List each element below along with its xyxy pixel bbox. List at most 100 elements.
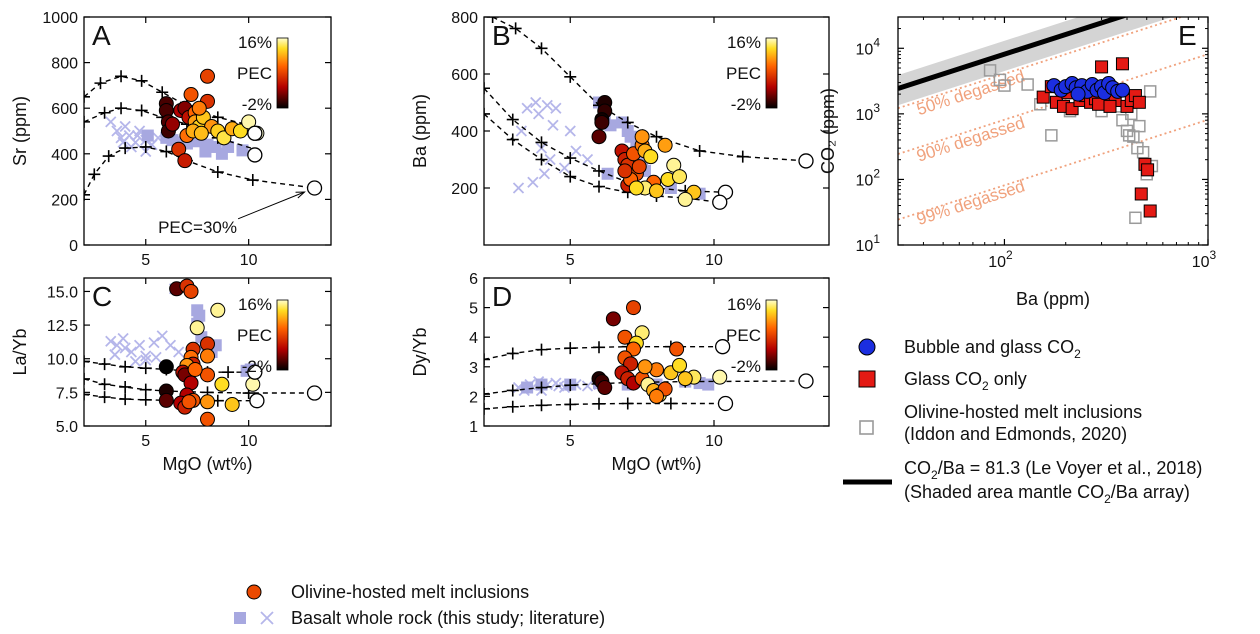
degassing-line: [898, 53, 1208, 155]
glass-only-point: [1132, 95, 1146, 109]
model-end-point: [247, 147, 263, 163]
inclusion-point: [677, 191, 693, 207]
legend-entry-circle: Bubble and glass CO2: [858, 337, 1081, 361]
legend-entry-square: Glass CO2 only: [858, 369, 1027, 393]
inclusion-point: [193, 125, 209, 141]
y-tick-label: 400: [451, 124, 478, 141]
y-tick-label: 12.5: [47, 318, 78, 335]
literature-point: [581, 380, 594, 392]
mantle-co2-ba-array: [898, 17, 1173, 106]
y-tick-label: 101: [856, 232, 881, 255]
pec-colorbar: [276, 299, 289, 371]
model-step-marker: [535, 136, 548, 149]
model-step-marker: [535, 343, 548, 356]
y-tick-label: 800: [451, 10, 478, 27]
annotation-arrow-head: [295, 191, 306, 199]
literature-point: [117, 136, 129, 149]
iddon-edmonds-point: [1045, 129, 1058, 142]
literature-point: [148, 336, 160, 349]
inclusion-point: [183, 283, 199, 299]
legend-entry-wholerock: Basalt whole rock (this study; literatur…: [234, 608, 605, 628]
inclusion-point: [631, 159, 647, 175]
iddon-edmonds-point: [1133, 119, 1146, 133]
x-axis-label: Ba (ppm): [1016, 289, 1090, 309]
model-step-marker: [484, 388, 490, 401]
legend-label: Glass CO2 only: [904, 369, 1027, 393]
model-step-marker: [506, 400, 519, 413]
model-step-marker: [484, 82, 490, 95]
model-curve: [492, 17, 807, 162]
model-step-marker: [484, 107, 490, 120]
literature-point: [140, 354, 152, 366]
model-step-marker: [102, 150, 115, 163]
y-tick-label: 103: [856, 101, 881, 124]
colorbar-top-label: 16%: [238, 295, 272, 314]
model-end-point: [717, 395, 734, 412]
model-step-marker: [84, 188, 90, 201]
literature-point: [131, 129, 144, 142]
model-end-point: [798, 153, 814, 169]
colorbar-bottom-label: -2%: [731, 357, 761, 376]
legend-label: Bubble and glass CO2: [904, 337, 1081, 361]
literature-point: [530, 96, 542, 109]
degassing-line: [898, 118, 1208, 221]
legend-entry-line: CO2/Ba = 81.3 (Le Voyer et al., 2018)(Sh…: [843, 458, 1202, 506]
inclusion-point: [183, 87, 199, 103]
literature-point: [156, 330, 168, 342]
literature-point: [544, 153, 556, 166]
y-axis-label: Ba (ppm): [410, 94, 430, 168]
glass-only-point: [1115, 57, 1129, 71]
literature-point: [105, 116, 117, 128]
y-tick-label: 0: [69, 238, 78, 255]
inclusion-point: [171, 141, 187, 157]
colorbar-bottom-label: -2%: [242, 95, 272, 114]
model-step-marker: [564, 342, 577, 355]
y-tick-label: 2: [469, 389, 478, 406]
model-step-marker: [156, 86, 169, 99]
y-tick-label: 600: [451, 67, 478, 84]
legend-label: Basalt whole rock (this study; literatur…: [291, 608, 605, 628]
inclusion-point: [669, 341, 685, 357]
model-step-marker: [119, 380, 132, 393]
model-step-marker: [535, 399, 548, 412]
y-tick-label: 4: [469, 330, 478, 347]
model-step-marker: [509, 22, 522, 35]
model-step-marker: [506, 347, 519, 360]
legend-marker: [246, 584, 262, 600]
glass-only-point: [1143, 204, 1157, 218]
model-step-marker: [98, 391, 111, 404]
inclusion-point: [628, 180, 644, 196]
model-step-marker: [506, 384, 519, 397]
y-tick-label: 600: [51, 101, 78, 118]
whole-rock-point: [236, 144, 249, 157]
legend-label: Olivine-hosted melt inclusions: [291, 582, 529, 602]
y-tick-label: 6: [469, 271, 478, 288]
model-step-marker: [664, 397, 677, 410]
literature-point: [547, 119, 559, 131]
colorbar-bottom-label: -2%: [242, 357, 272, 376]
pec-annotation: PEC=30%: [158, 218, 237, 237]
colorbar-label: PEC: [726, 326, 761, 345]
model-step-marker: [593, 180, 605, 193]
inclusion-point: [637, 359, 653, 375]
model-step-marker: [160, 145, 173, 158]
literature-point: [515, 125, 528, 137]
model-step-marker: [119, 142, 132, 155]
panel-a: 5 10 0 200 400 600 800 1000 Sr (ppm) A PEC=30% 16% P…: [10, 10, 332, 269]
model-end-point: [247, 364, 263, 380]
iddon-edmonds-point: [1021, 78, 1034, 91]
legend-label-line2: (Shaded area mantle CO2/Ba array): [904, 482, 1190, 506]
iddon-edmonds-point: [1129, 211, 1142, 225]
model-end-point: [306, 180, 323, 196]
degassing-line: [898, 17, 1185, 110]
model-step-marker: [98, 378, 111, 391]
panel-letter: D: [492, 281, 512, 312]
model-step-marker: [621, 397, 634, 410]
inclusion-point: [591, 129, 607, 145]
glass-only-point: [1095, 60, 1109, 74]
literature-point: [532, 108, 545, 120]
x-tick-label: 5: [566, 433, 575, 450]
inclusion-point: [200, 348, 215, 364]
